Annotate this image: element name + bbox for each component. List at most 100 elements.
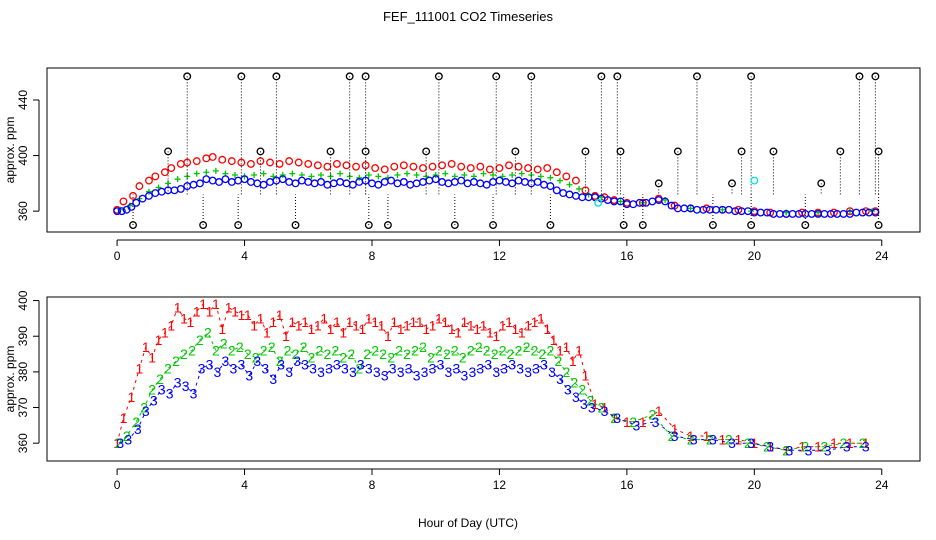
data-point (556, 177, 563, 184)
data-point: 1 (492, 328, 500, 344)
data-point: 3 (540, 357, 548, 373)
data-point (419, 164, 427, 173)
data-point (336, 178, 345, 186)
data-point: 2 (629, 414, 637, 430)
data-point: 1 (333, 314, 341, 330)
data-point (413, 172, 420, 179)
series-series-5 (594, 176, 759, 207)
data-point: 2 (123, 428, 131, 444)
data-point: 2 (403, 346, 411, 362)
data-point (469, 178, 478, 186)
x-tick-label: 8 (369, 249, 376, 263)
data-point: 2 (268, 339, 276, 355)
data-point (461, 172, 468, 179)
data-point: 2 (586, 392, 594, 408)
data-point: 2 (648, 407, 656, 423)
data-point: 1 (687, 428, 695, 444)
data-point: 2 (499, 342, 507, 358)
data-point (537, 173, 544, 180)
data-point: 1 (320, 310, 328, 326)
data-point: 3 (309, 360, 317, 376)
x-tick-label: 8 (369, 478, 376, 492)
data-point (323, 180, 332, 189)
data-point: 2 (562, 364, 570, 380)
data-point: 2 (597, 400, 605, 416)
data-point: 3 (437, 357, 445, 373)
data-point (202, 175, 211, 184)
data-point (412, 179, 421, 188)
data-point (855, 72, 864, 81)
data-point (543, 164, 552, 173)
data-point: 3 (174, 375, 182, 391)
data-point: 1 (862, 435, 870, 451)
data-point: 3 (524, 364, 532, 380)
data-point: 1 (244, 307, 252, 323)
data-point (361, 161, 370, 170)
data-point: 3 (237, 357, 245, 373)
data-point: 2 (411, 342, 419, 358)
data-point: 2 (687, 432, 695, 448)
data-point (638, 221, 647, 230)
data-point (157, 187, 166, 196)
data-point (129, 221, 137, 230)
data-point: 1 (186, 314, 194, 330)
x-tick-label: 20 (748, 249, 762, 263)
data-point: 1 (263, 325, 271, 341)
data-point: 3 (222, 353, 230, 369)
data-point (432, 172, 439, 179)
data-point: 2 (148, 382, 156, 398)
data-point (237, 72, 246, 81)
x-tick-label: 12 (493, 478, 507, 492)
data-point (578, 193, 587, 202)
data-point: 1 (454, 325, 462, 341)
data-point (275, 159, 284, 168)
data-point (246, 178, 255, 186)
data-point: 3 (166, 385, 174, 401)
data-point: 1 (814, 439, 822, 455)
data-point (253, 179, 262, 188)
data-point: 3 (116, 435, 124, 451)
data-point (667, 201, 676, 210)
data-point (533, 165, 542, 174)
x-tick-label: 16 (620, 249, 634, 263)
data-point (505, 161, 513, 170)
data-point (251, 172, 258, 179)
data-point (442, 170, 449, 177)
data-point: 2 (475, 339, 483, 355)
data-point (371, 164, 380, 173)
data-point: 3 (633, 417, 641, 433)
data-point: 2 (801, 439, 809, 455)
data-point (365, 172, 372, 179)
data-point (533, 178, 542, 186)
data-point (318, 172, 325, 179)
data-point: 1 (257, 310, 265, 326)
data-point (654, 179, 663, 188)
data-point: 1 (193, 303, 201, 319)
data-point: 2 (292, 346, 300, 362)
data-point (769, 147, 778, 156)
data-point (576, 185, 583, 192)
data-point: 3 (766, 439, 774, 455)
data-point (476, 179, 485, 188)
data-point (138, 194, 147, 203)
data-point (788, 209, 797, 218)
data-point: 1 (295, 318, 303, 334)
data-point (202, 154, 211, 163)
data-point (215, 178, 224, 186)
plot-area (113, 72, 883, 230)
data-point (208, 152, 217, 161)
data-point: 2 (276, 353, 284, 369)
data-point: 1 (531, 314, 539, 330)
data-point: 2 (132, 414, 140, 430)
data-point (874, 147, 883, 156)
data-point (246, 159, 255, 168)
data-point (801, 221, 810, 230)
series-line (120, 360, 866, 451)
data-point: 1 (505, 314, 513, 330)
data-point (304, 178, 313, 186)
data-point: 3 (824, 442, 832, 458)
x-tick-label: 16 (620, 478, 634, 492)
data-point: 3 (492, 364, 500, 380)
